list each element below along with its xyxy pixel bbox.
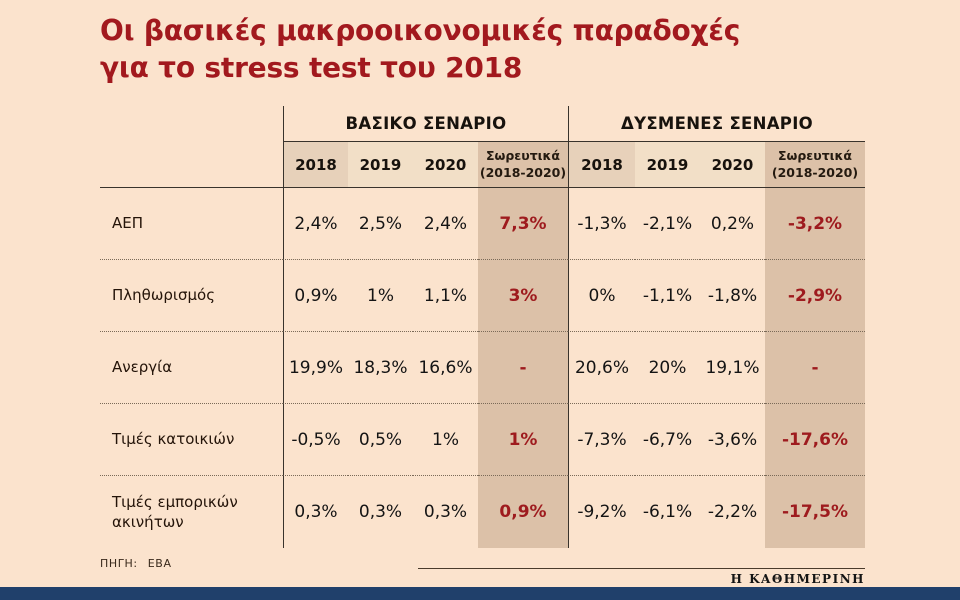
table-cell-cumulative: 1% [478,404,568,476]
table-cell: 0% [568,260,635,332]
basic-year-header-2020: 2020 [413,142,478,188]
corner-blank [100,106,283,142]
page-title: Οι βασικές μακροοικονομικές παραδοχές γι… [100,12,740,86]
bottom-blue-bar [0,587,960,600]
basic-year-header-2018: 2018 [283,142,348,188]
adverse-year-header-2018: 2018 [568,142,635,188]
table-cell-cumulative: 3% [478,260,568,332]
table-cell: 0,5% [348,404,413,476]
table-cell: 1,1% [413,260,478,332]
table-cell: 0,9% [283,260,348,332]
table-cell-cumulative: 0,9% [478,476,568,548]
table-cell-cumulative: - [478,332,568,404]
table-cell: -6,1% [642,502,693,522]
basic-cumulative-header: Σωρευτικά (2018-2020) [478,142,568,188]
table-cell: 2,4% [283,188,348,260]
row-label-commercial-property-prices: Τιμές εμπορικών ακινήτων [112,492,238,531]
table-cell: 0,3% [283,476,348,548]
table-cell: -1,1% [635,260,700,332]
table-cell-cumulative: -17,6% [765,404,865,476]
table-cell: 19,9% [283,332,348,404]
year-header-blank [100,142,283,188]
basic-cumulative-header-line1: Σωρευτικά [485,148,561,164]
table-cell: 0,3% [423,502,468,522]
table-cell: -2,1% [635,188,700,260]
row-label-house-prices: Τιμές κατοικιών [100,404,283,476]
table-cell-cumulative: 7,3% [478,188,568,260]
table-cell: -1,8% [700,260,765,332]
source-note: ΠΗΓΗ: EBA [100,557,172,570]
basic-year-header-2019: 2019 [348,142,413,188]
table-cell: 19,1% [700,332,765,404]
table-cell: 2,5% [348,188,413,260]
table-cell: 0,2% [700,188,765,260]
table-cell: 1% [413,404,478,476]
adverse-year-header-2020: 2020 [700,142,765,188]
newspaper-brand: Η ΚΑΘΗΜΕΡΙΝΗ [418,568,865,586]
row-label-unemployment: Ανεργία [100,332,283,404]
table-cell: -6,7% [635,404,700,476]
table-cell: -0,5% [283,404,348,476]
table-cell: -1,3% [568,188,635,260]
page-title-line2: για το stress test του 2018 [100,51,523,84]
table-cell: 18,3% [348,332,413,404]
adverse-cumulative-header: Σωρευτικά (2018-2020) [765,142,865,188]
adverse-cumulative-header-line2: (2018-2020) [771,164,859,180]
table-cell: 2,4% [413,188,478,260]
row-label-gdp: ΑΕΠ [100,188,283,260]
macro-assumptions-table: ΒΑΣΙΚΟ ΣΕΝΑΡΙΟ ΔΥΣΜΕΝΕΣ ΣΕΝΑΡΙΟ 2018 201… [100,106,865,548]
adverse-year-header-2019: 2019 [635,142,700,188]
row-label-inflation: Πληθωρισμός [100,260,283,332]
table-cell-cumulative: - [765,332,865,404]
table-cell: 16,6% [413,332,478,404]
table-cell-cumulative: -2,9% [765,260,865,332]
basic-cumulative-header-line2: (2018-2020) [479,164,567,180]
table-cell: -7,3% [568,404,635,476]
table-cell: 0,3% [358,502,403,522]
table-cell: 1% [348,260,413,332]
group-header-adverse-scenario: ΔΥΣΜΕΝΕΣ ΣΕΝΑΡΙΟ [568,106,865,142]
page-title-line1: Οι βασικές μακροοικονομικές παραδοχές [100,14,741,47]
group-header-basic-scenario: ΒΑΣΙΚΟ ΣΕΝΑΡΙΟ [283,106,568,142]
table-cell: 20,6% [568,332,635,404]
adverse-cumulative-header-line1: Σωρευτικά [777,148,853,164]
table-cell: 20% [635,332,700,404]
table-cell-cumulative: -17,5% [765,476,865,548]
table-cell: -2,2% [707,502,758,522]
table-cell: -9,2% [568,476,635,548]
table-cell-cumulative: -3,2% [765,188,865,260]
table-cell: -3,6% [700,404,765,476]
